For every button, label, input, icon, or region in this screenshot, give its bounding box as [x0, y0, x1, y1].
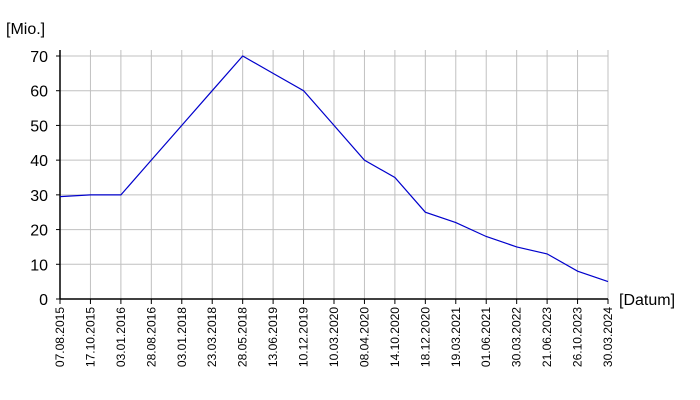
- y-tick-label: 10: [30, 257, 48, 274]
- x-tick-label: 21.06.2023: [540, 307, 554, 367]
- y-tick-label: 20: [30, 223, 48, 240]
- y-axis-label: [Mio.]: [6, 21, 45, 38]
- x-tick-label: 17.10.2015: [83, 307, 97, 367]
- x-tick-label: 28.05.2018: [236, 307, 250, 367]
- x-tick-label: 30.03.2024: [601, 307, 615, 367]
- x-tick-labels: 07.08.2015 17.10.2015 03.01.2016 28.08.2016…: [53, 307, 615, 367]
- x-tick-label: 23.03.2018: [205, 307, 219, 367]
- y-tick-label: 60: [30, 84, 48, 101]
- x-tick-label: 10.03.2020: [327, 307, 341, 367]
- x-tick-label: 19.03.2021: [449, 307, 463, 367]
- series-line: [59, 55, 609, 283]
- y-tick-label: 30: [30, 188, 48, 205]
- x-tick-label: 07.08.2015: [53, 307, 67, 367]
- x-tick-label: 14.10.2020: [388, 307, 402, 367]
- x-tick-label: 01.06.2021: [479, 307, 493, 367]
- y-tick-label: 0: [39, 292, 48, 309]
- x-tick-label: 26.10.2023: [571, 307, 585, 367]
- axes: [56, 50, 609, 304]
- x-tick-label: 03.01.2018: [175, 307, 189, 367]
- x-tick-label: 13.06.2019: [266, 307, 280, 367]
- y-tick-labels: 0 10 20 30 40 50 60 70: [30, 49, 48, 309]
- x-tick-label: 10.12.2019: [297, 307, 311, 367]
- x-tick-label: 18.12.2020: [418, 307, 432, 367]
- y-tick-label: 70: [30, 49, 48, 66]
- x-tick-label: 03.01.2016: [114, 307, 128, 367]
- x-tick-label: 28.08.2016: [144, 307, 158, 367]
- y-tick-label: 50: [30, 118, 48, 135]
- horizontal-gridlines: [60, 55, 608, 265]
- y-tick-label: 40: [30, 153, 48, 170]
- series-group: [59, 55, 609, 283]
- x-axis-label: [Datum]: [619, 292, 675, 309]
- x-tick-label: 30.03.2022: [510, 307, 524, 367]
- x-tick-label: 08.04.2020: [357, 307, 371, 367]
- vertical-gridlines: [59, 50, 609, 299]
